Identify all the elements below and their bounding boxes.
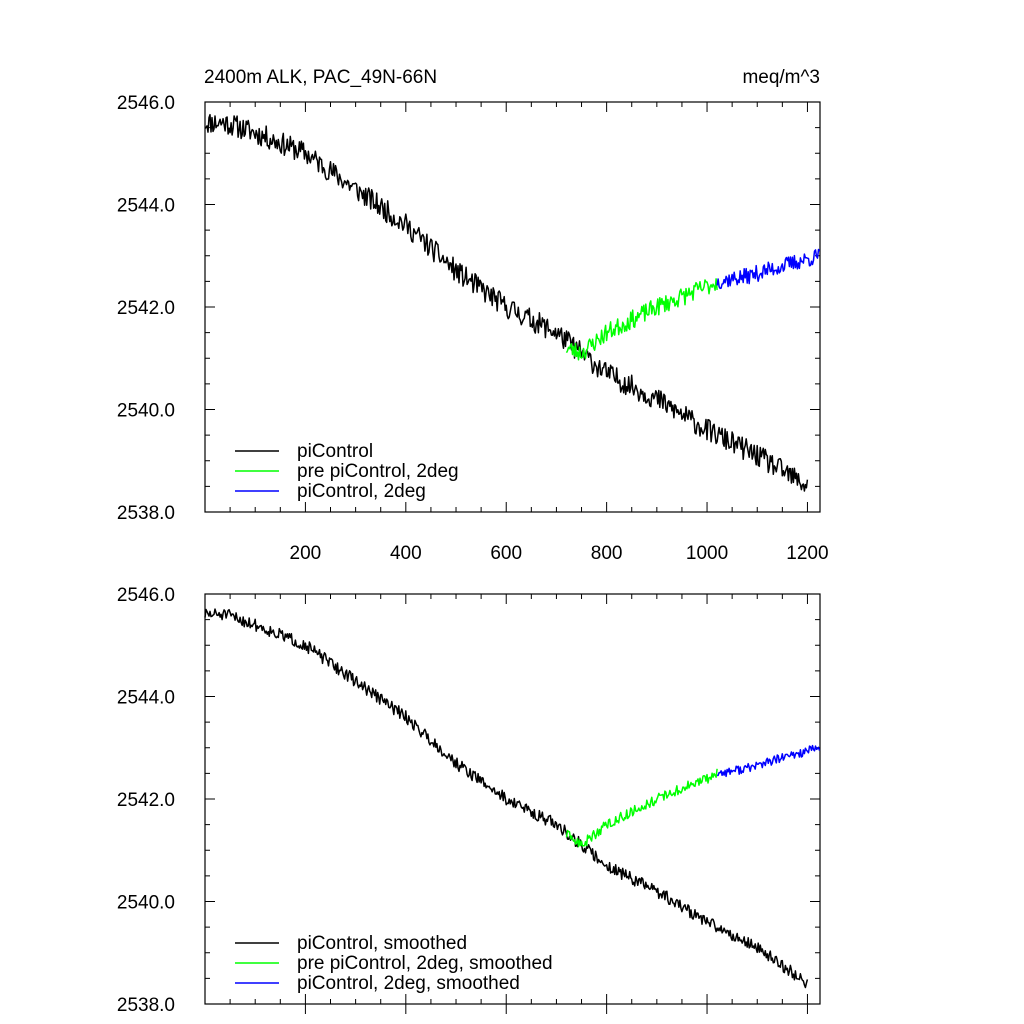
y-tick-label: 2544.0 [117,688,175,709]
legend-label: piControl, smoothed [297,933,467,954]
x-tick-label: 600 [490,543,522,564]
y-tick-label: 2540.0 [117,401,175,422]
chart-panel-top: 200 400 600 800 1000 1200 2538.0 2540.0 2542.0 25… [117,93,829,564]
chart-panel-bottom: 2538.0 2540.0 2542.0 2544.0 2546.0 piControl,… [117,585,821,1016]
y-tick-label: 2538.0 [117,503,175,524]
x-tick-label: 200 [290,543,322,564]
x-tick-label: 1200 [786,543,828,564]
y-tick-label: 2542.0 [117,298,175,319]
series-line-3 [716,248,821,290]
legend-label: pre piControl, 2deg, smoothed [297,953,553,974]
legend-label: piControl, 2deg [297,481,426,502]
chart-units: meq/m^3 [742,67,820,88]
x-tick-label: 400 [390,543,422,564]
y-tick-label: 2546.0 [117,93,175,114]
series-line-3 [717,744,821,778]
series-line-2 [565,768,718,848]
chart-title: 2400m ALK, PAC_49N-66N [204,67,437,88]
legend-label: pre piControl, 2deg [297,461,459,482]
y-tick-label: 2546.0 [117,585,175,606]
y-tick-label: 2538.0 [117,995,175,1016]
series-line-1 [204,113,809,492]
series-line-2 [565,278,718,361]
x-tick-label: 800 [591,543,623,564]
y-tick-label: 2544.0 [117,196,175,217]
y-tick-label: 2540.0 [117,893,175,914]
legend-label: piControl [297,441,373,462]
y-tick-label: 2542.0 [117,790,175,811]
x-tick-label: 1000 [686,543,728,564]
series-line-1 [204,608,809,989]
legend-label: piControl, 2deg, smoothed [297,973,520,994]
